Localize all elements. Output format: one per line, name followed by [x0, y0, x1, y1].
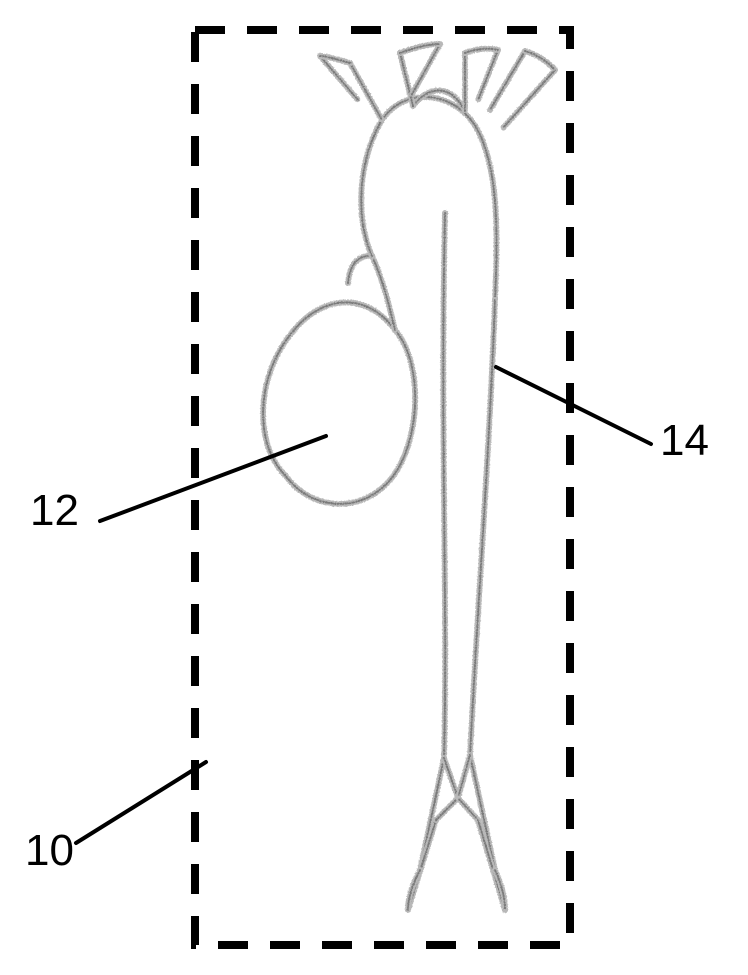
leader-lines [76, 367, 651, 843]
ref-label-14: 14 [660, 416, 709, 466]
ref-label-10: 10 [25, 826, 74, 876]
ref-label-12: 12 [30, 486, 79, 536]
patent-figure [0, 0, 748, 975]
anatomy-outline [263, 44, 555, 910]
